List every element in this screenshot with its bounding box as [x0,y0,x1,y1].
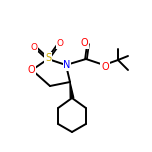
Text: O: O [57,40,64,48]
Text: S: S [45,53,51,63]
Text: O: O [80,38,88,48]
Text: O: O [31,43,38,52]
Polygon shape [70,82,74,98]
Text: N: N [63,60,71,70]
Text: O: O [101,62,109,72]
Text: O: O [27,65,35,75]
